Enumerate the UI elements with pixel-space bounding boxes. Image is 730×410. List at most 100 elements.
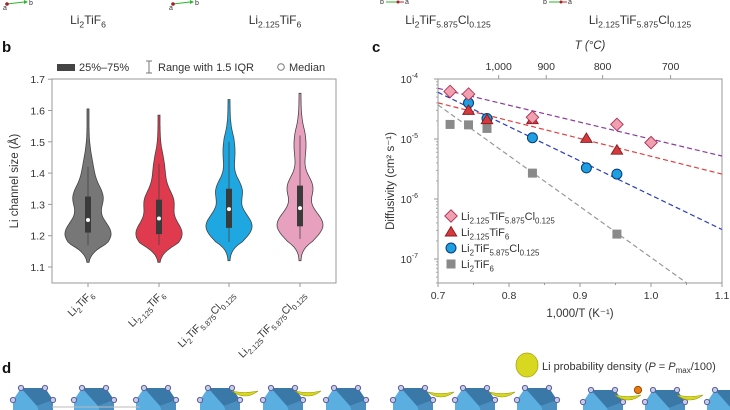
octahedron-top-face — [82, 388, 114, 406]
octahedron-top-face — [144, 388, 176, 406]
x-tick-label: Li2TiF5.875Cl0.125 — [176, 289, 239, 352]
y-tick-label: 1.5 — [30, 137, 45, 149]
formula-subscript: 6 — [489, 264, 494, 273]
formula-text: Li — [461, 259, 470, 271]
fluorine-atom — [389, 396, 397, 404]
formula-subscript: 2 — [470, 248, 474, 257]
formula-subscript: 5.875 — [637, 20, 659, 30]
formula-subscript: 5.875 — [505, 216, 525, 225]
tif6-octahedron — [513, 384, 561, 410]
triangle-marker — [461, 104, 476, 115]
y-tick-base: 10 — [401, 255, 413, 266]
octahedron-top-face — [334, 388, 366, 406]
x-tick-label: Li2.125TiF5.875Cl0.125 — [236, 292, 310, 360]
diamond-marker — [444, 209, 458, 223]
square-marker — [482, 123, 492, 133]
y-tick-label: 1.4 — [30, 168, 45, 180]
octahedron-top-face — [401, 388, 433, 406]
formula-subscript: 5.875 — [436, 20, 458, 30]
formula-text: Li — [461, 243, 470, 255]
fluorine-atom — [354, 384, 362, 392]
fluorine-atom — [483, 384, 491, 392]
y-tick-label: 1.1 — [30, 262, 45, 274]
fluorine-atom — [140, 384, 148, 392]
category-label: Li2TiF5.875Cl0.125 — [176, 289, 239, 352]
y-tick-exponent: -5 — [412, 133, 418, 140]
li-density-isosurface — [294, 390, 322, 397]
fluorine-atom — [491, 396, 499, 404]
fluorine-atom — [429, 396, 437, 404]
x-tick-label: 0.7 — [431, 290, 446, 302]
top-axis-label: T (°C) — [575, 40, 606, 52]
top-tick-label: 700 — [662, 61, 680, 73]
formula-text: TiF — [474, 243, 490, 255]
series-circle — [463, 97, 623, 180]
li-density-isosurface — [488, 391, 516, 398]
legend-text: Li probability density ( — [542, 361, 649, 373]
violin-1: Li2TiF6 — [64, 108, 112, 319]
fluorine-atom — [41, 384, 49, 392]
fluorine-atom — [397, 384, 405, 392]
diamond-marker — [644, 135, 658, 150]
formula-subscript: 0.125 — [520, 248, 540, 257]
formula-text: Li — [70, 13, 79, 27]
fluorine-atom — [459, 384, 467, 392]
tif6-octahedron — [9, 384, 57, 410]
axis-label-b: b — [543, 0, 547, 6]
fluorine-atom — [78, 384, 86, 392]
legend-eq: = — [656, 361, 669, 373]
axis-label-b: b — [29, 0, 33, 7]
fluorine-atom — [553, 396, 561, 404]
fluorine-atom — [172, 396, 180, 404]
octahedron-side-face — [669, 402, 685, 410]
formula-text: Li — [461, 227, 470, 239]
chlorine-atom — [633, 385, 643, 395]
fluorine-atom — [236, 396, 244, 404]
fluorine-atom — [421, 384, 429, 392]
category-label: Li2.125TiF6 — [126, 289, 169, 332]
circle-marker — [526, 132, 538, 144]
axis-label-a: a — [169, 5, 173, 12]
fluorine-atom — [673, 386, 681, 394]
fit-line-1 — [438, 87, 722, 157]
iqr-box — [85, 196, 91, 233]
li-density-isosurface — [427, 391, 455, 398]
fluorine-atom — [132, 396, 140, 404]
series-square — [445, 119, 622, 239]
octahedron-side-face — [160, 400, 176, 410]
median-marker — [86, 218, 90, 223]
legend: Li2.125TiF5.875Cl0.125Li2.125TiF6Li2TiF5… — [444, 209, 555, 273]
octahedron-side-face — [417, 400, 433, 410]
diamond-marker — [525, 110, 540, 125]
fluorine-atom — [259, 396, 267, 404]
tif6-octahedron — [322, 384, 370, 410]
tif6-octahedron — [451, 384, 499, 410]
octahedron-side-face — [224, 400, 240, 410]
top-tick-label: 1,000 — [486, 61, 512, 73]
y-tick-base: 10 — [401, 195, 413, 206]
legend-median-label: Median — [289, 62, 325, 74]
top-tick-label: 900 — [537, 61, 555, 73]
tif6-octahedron — [259, 384, 307, 410]
x-tick-label: Li2.125TiF6 — [126, 289, 169, 332]
y-tick-label: 1.2 — [30, 231, 45, 243]
formula-text: Li — [249, 13, 258, 27]
legend-item: Li2TiF5.875Cl0.125 — [445, 242, 540, 257]
circle-marker — [445, 242, 457, 254]
y-tick-base: 10 — [401, 75, 413, 86]
median-marker — [157, 216, 161, 221]
formula-subscript: 0.125 — [290, 292, 310, 312]
structure-formula: Li2TiF5.875Cl0.125 — [405, 13, 491, 30]
formula-subscript: 2 — [415, 20, 420, 30]
fluorine-atom — [164, 384, 172, 392]
formula-text: TiF — [474, 259, 490, 271]
li-density-blob-icon — [515, 352, 539, 378]
y-tick-exponent: -4 — [412, 73, 418, 80]
formula-subscript: 5.875 — [489, 248, 509, 257]
y-tick-label: 10-6 — [401, 193, 418, 206]
fluorine-atom — [362, 396, 370, 404]
formula-text: Cl — [525, 211, 535, 223]
formula-subscript: 2 — [470, 264, 474, 273]
